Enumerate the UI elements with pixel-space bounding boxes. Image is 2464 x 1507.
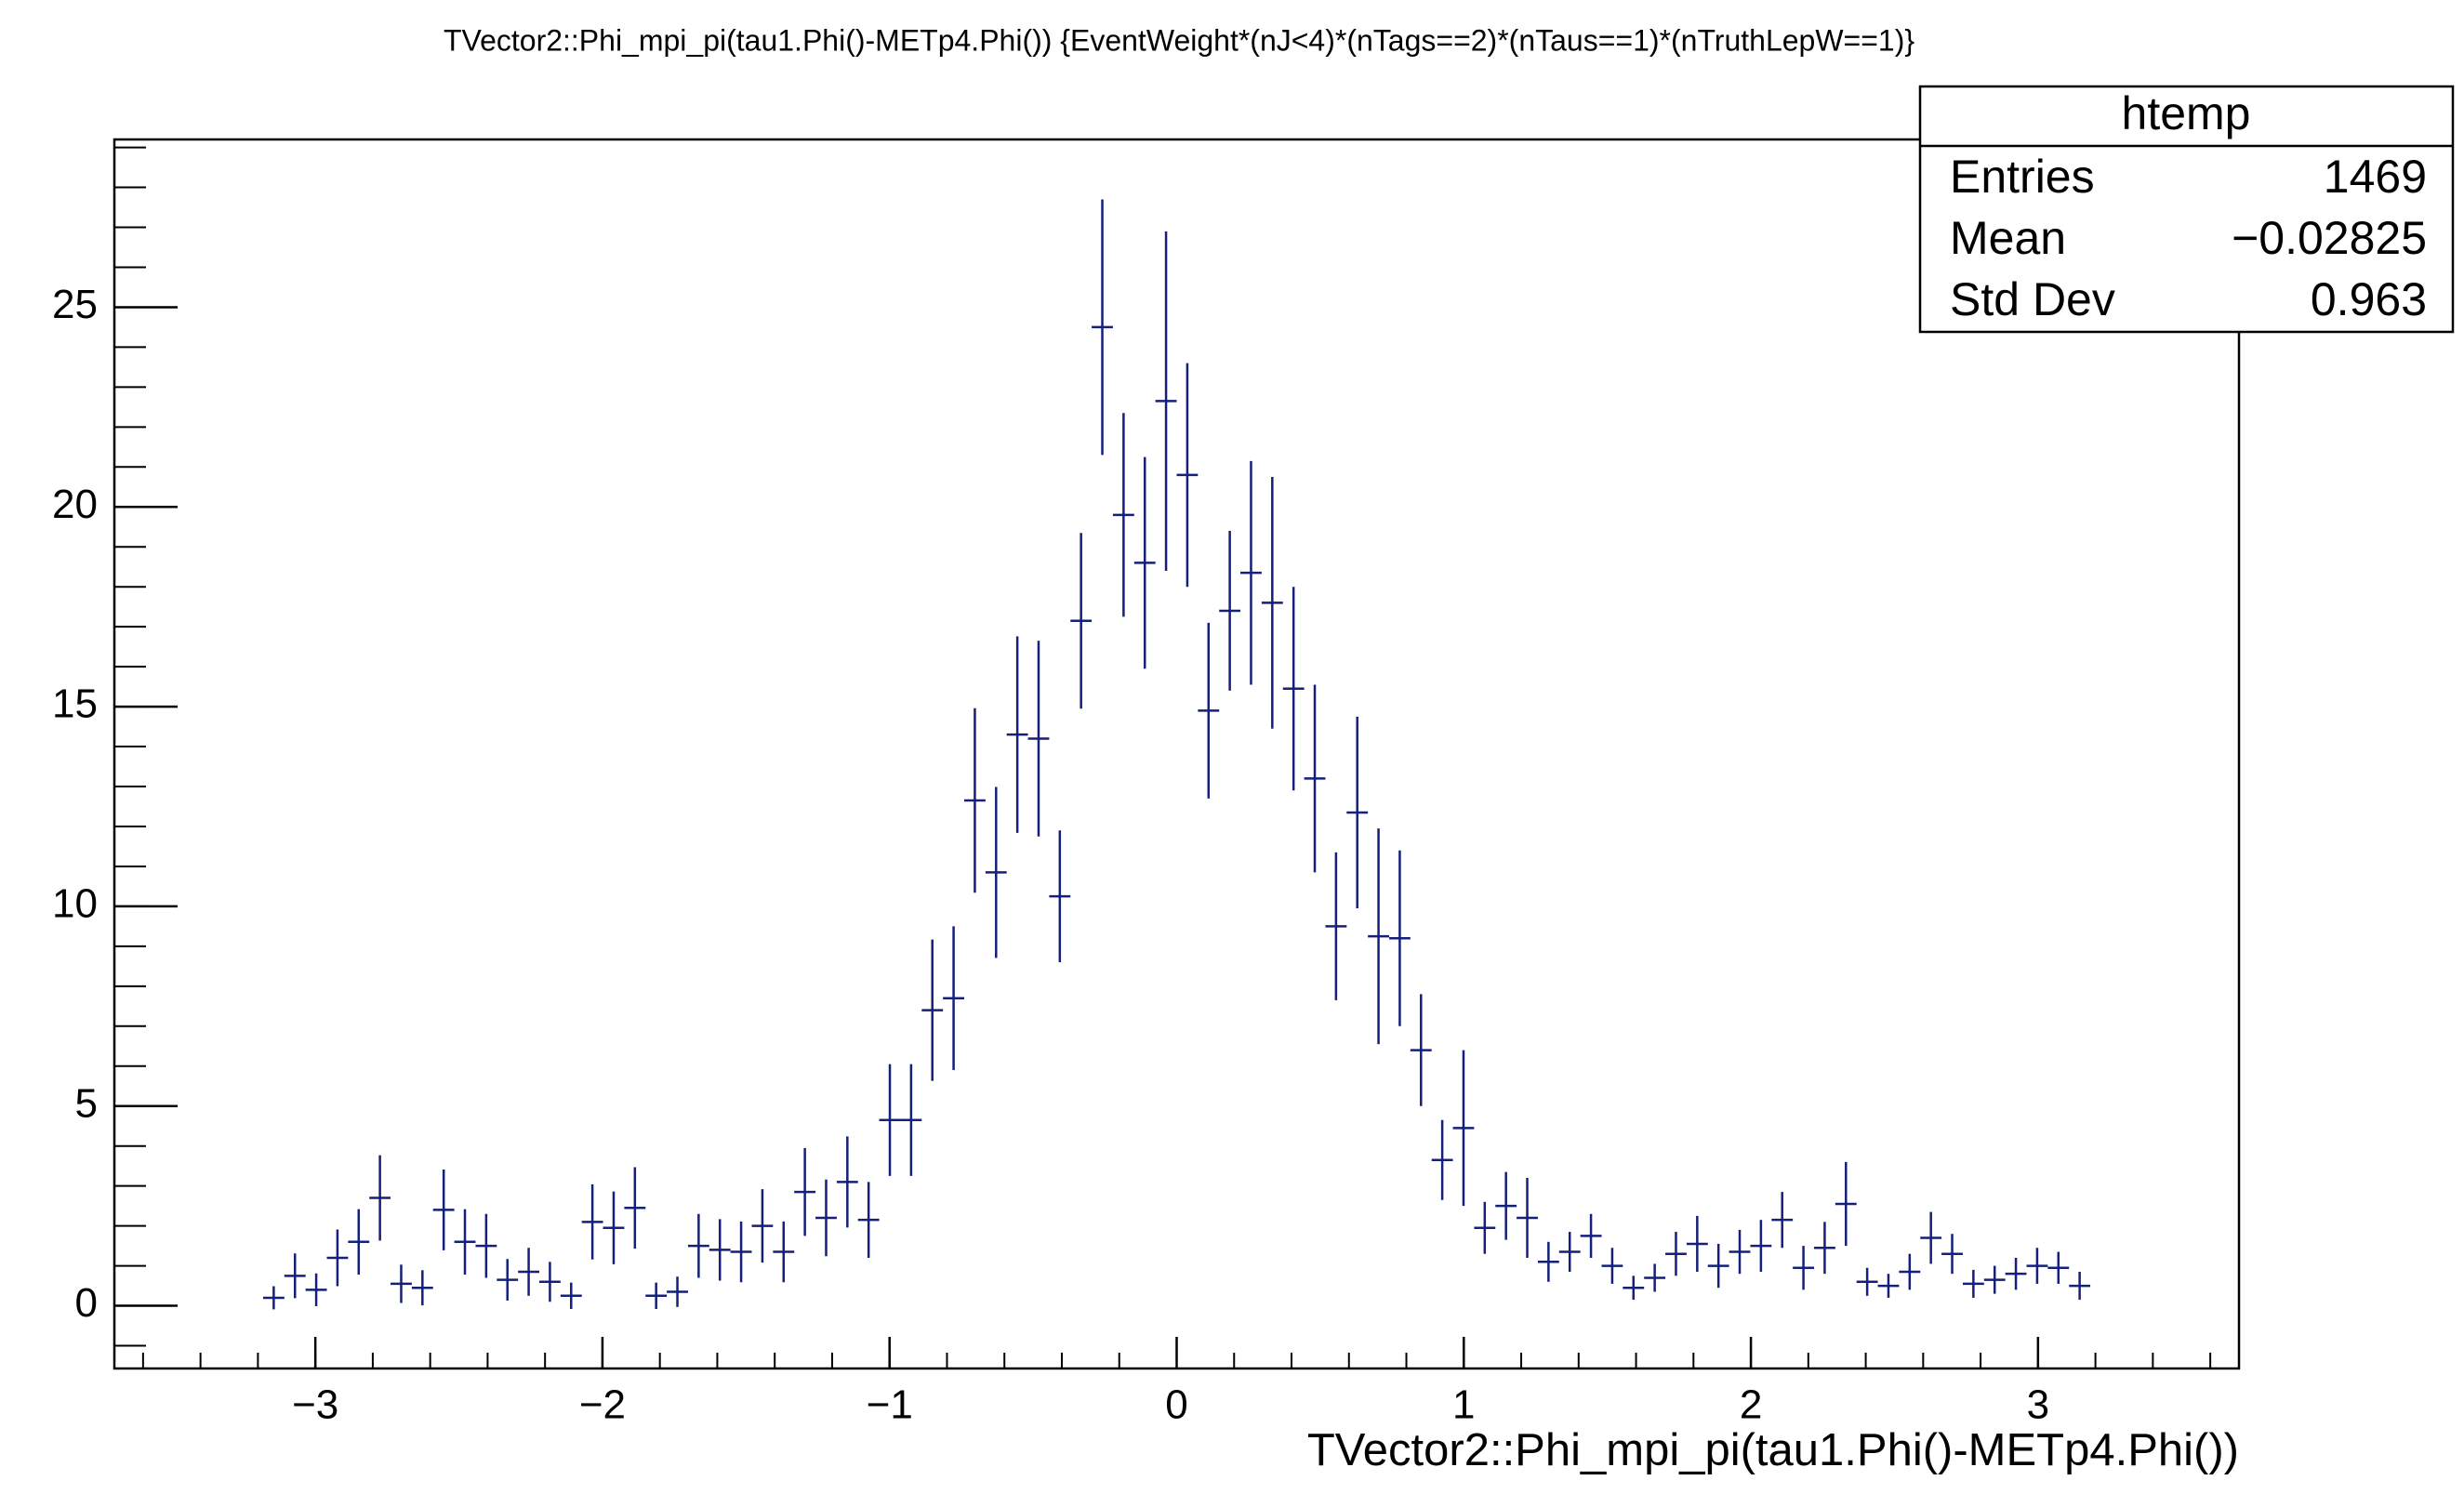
stats-value: −0.02825: [2232, 212, 2427, 264]
y-tick-label: 10: [52, 881, 98, 927]
stats-frame: [1918, 85, 2455, 334]
x-tick-label: 0: [1165, 1382, 1187, 1428]
y-tick-label: 0: [75, 1280, 98, 1326]
x-tick-label: 1: [1452, 1382, 1475, 1428]
x-axis-label: TVector2::Phi_mpi_pi(tau1.Phi()-METp4.Ph…: [1307, 1425, 2239, 1475]
stats-title: htemp: [2122, 87, 2251, 139]
x-tick-label: −2: [579, 1382, 626, 1428]
y-tick-label: 15: [52, 681, 98, 727]
stats-label: Mean: [1950, 212, 2066, 264]
x-tick-label: 2: [1740, 1382, 1762, 1428]
y-tick-label: 20: [52, 482, 98, 527]
y-tick-label: 5: [75, 1080, 98, 1126]
stats-value: 0.963: [2311, 273, 2427, 325]
x-tick-label: −1: [867, 1382, 913, 1428]
stats-box: htemp Entries 1469 Mean −0.02825 Std Dev 0.96…: [1918, 85, 2455, 334]
stats-value: 1469: [2324, 151, 2427, 203]
y-tick-label: 25: [52, 282, 98, 327]
stats-label: Entries: [1950, 151, 2095, 203]
x-tick-label: −3: [292, 1382, 338, 1428]
stats-label: Std Dev: [1950, 273, 2115, 325]
x-tick-label: 3: [2027, 1382, 2049, 1428]
chart-title: TVector2::Phi_mpi_pi(tau1.Phi()-METp4.Ph…: [444, 23, 1914, 57]
